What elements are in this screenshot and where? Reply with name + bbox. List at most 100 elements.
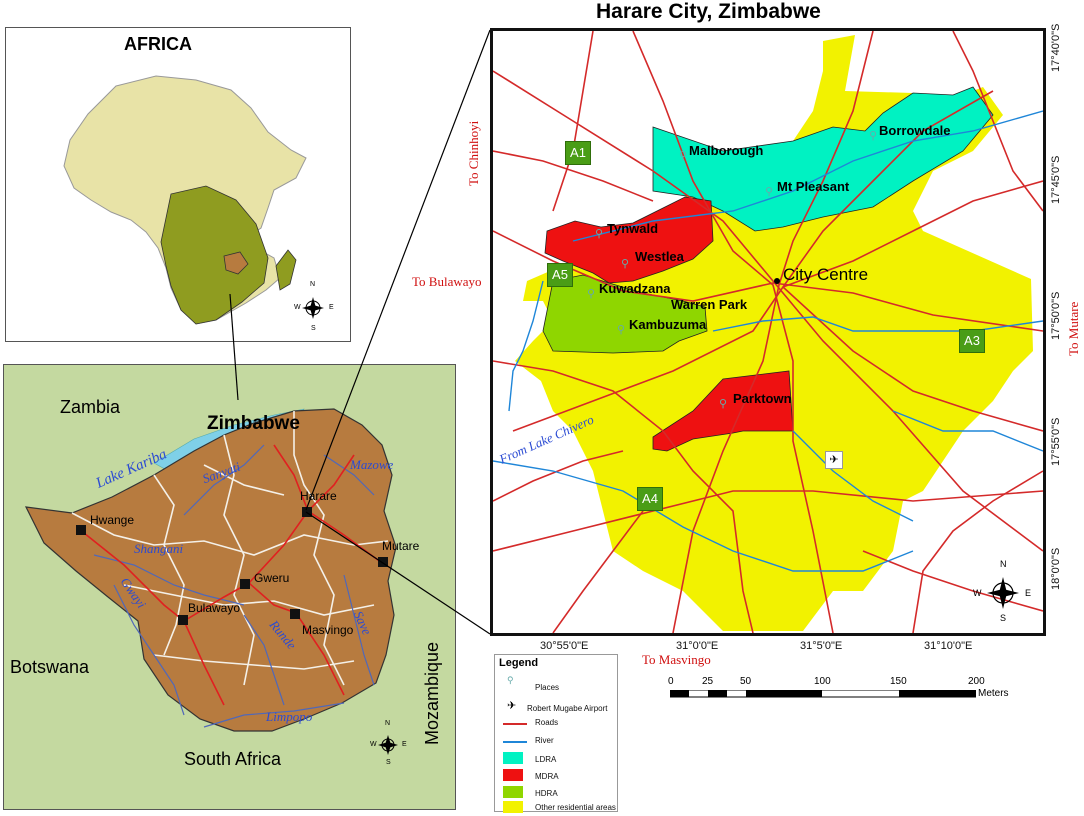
city-marker-icon [378, 557, 388, 567]
place-marker-icon: ⚲ [587, 288, 596, 300]
place-marker-icon: ⚲ [719, 398, 728, 410]
legend-hdra: HDRA [535, 789, 558, 798]
compass-w: W [973, 588, 982, 598]
city-centre-dot-icon [774, 278, 780, 284]
legend: Legend ⚲ Places ✈ Robert Mugabe Airport … [494, 654, 618, 813]
scale-tick: 25 [702, 676, 714, 687]
africa-outline [63, 75, 307, 325]
mdra-swatch [503, 769, 523, 781]
legend-river: River [535, 736, 554, 745]
place-marker-icon: ⚲ [621, 258, 630, 270]
scale-tick: 0 [668, 676, 674, 687]
place-marker-icon: ⚲ [595, 228, 604, 240]
place-mt-pleasant: Mt Pleasant [777, 179, 850, 194]
city-bulawayo: Bulawayo [188, 601, 241, 615]
country-south-africa: South Africa [184, 749, 282, 769]
place-marker-icon: ⚲ [617, 324, 626, 336]
lat-label: 17°55'0"S [1050, 417, 1062, 466]
river-mazowe: Mazowe [350, 457, 394, 472]
compass-rose-harare: N S W E [973, 559, 1033, 623]
ldra-swatch [503, 752, 523, 764]
scale-bar: 0 25 50 100 150 200 Meters [664, 676, 1009, 700]
legend-other: Other residential areas [535, 803, 616, 812]
city-gweru: Gweru [254, 571, 290, 585]
legend-airport: Robert Mugabe Airport [527, 704, 608, 713]
scale-tick: 100 [814, 676, 831, 687]
place-marker-icon: ⚲ [765, 186, 774, 198]
city-masvingo: Masvingo [302, 623, 354, 637]
lat-label: 17°40'0"S [1050, 23, 1062, 72]
legend-roads: Roads [535, 718, 559, 727]
direction-mutare: To Mutare [1066, 301, 1081, 356]
airplane-icon: ✈ [825, 451, 843, 469]
zimbabwe-shape [24, 408, 397, 732]
harare-title: Harare City, Zimbabwe [596, 0, 821, 23]
place-marker-icon: ⚲ [507, 675, 514, 685]
lat-label: 18°0'0"S [1050, 547, 1062, 590]
other-swatch [503, 801, 523, 813]
place-borrowdale: Borrowdale [879, 123, 951, 138]
compass-e: E [1025, 588, 1032, 598]
harare-map: Borrowdale Malborough Mt Pleasant Tynwal… [490, 28, 1046, 636]
river-shangani: Shangani [134, 541, 184, 556]
place-marker-icon: ⚲ [679, 150, 688, 162]
legend-title: Legend [499, 657, 539, 669]
compass-s: S [1000, 613, 1007, 623]
scale-tick: 50 [740, 676, 752, 687]
direction-chinhoyi: To Chinhoyi [466, 120, 481, 186]
place-tynwald: Tynwald [607, 221, 659, 236]
place-marker-icon: ⚲ [869, 130, 878, 142]
zone-a3: A3 [959, 329, 985, 353]
airplane-icon: ✈ [507, 700, 517, 712]
scale-unit: Meters [978, 688, 1009, 699]
zimbabwe-map: Zambia Zimbabwe Botswana South Africa Mo… [3, 364, 456, 810]
legend-mdra: MDRA [535, 772, 559, 781]
place-warren-park: Warren Park [671, 297, 748, 312]
compass-n: N [385, 720, 391, 727]
place-westlea: Westlea [635, 249, 684, 264]
country-botswana: Botswana [10, 657, 90, 677]
city-hwange: Hwange [90, 513, 135, 527]
zone-a5: A5 [547, 263, 573, 287]
place-parktown: Parktown [733, 391, 792, 406]
compass-n: N [1000, 559, 1007, 569]
africa-title: AFRICA [124, 34, 192, 54]
africa-inset: AFRICA N S W E [5, 27, 351, 342]
compass-rose-small: N S W E [288, 281, 338, 333]
lat-label: 17°45'0"S [1050, 155, 1062, 204]
compass-n: N [310, 281, 316, 288]
compass-s: S [311, 325, 316, 332]
scale-tick: 200 [968, 676, 985, 687]
place-malborough: Malborough [689, 143, 764, 158]
place-city-centre: City Centre [783, 265, 869, 284]
compass-w: W [370, 741, 377, 748]
direction-bulawayo: To Bulawayo [412, 274, 482, 289]
hdra-swatch [503, 786, 523, 798]
place-kuwadzana: Kuwadzana [599, 281, 671, 296]
compass-e: E [402, 741, 407, 748]
city-harare: Harare [300, 489, 337, 503]
city-mutare: Mutare [382, 539, 420, 553]
scale-tick: 150 [890, 676, 907, 687]
compass-rose-zim: N S W E [366, 720, 410, 767]
zone-a1: A1 [565, 141, 591, 165]
compass-e: E [329, 304, 334, 311]
river-limpopo: Limpopo [266, 709, 313, 724]
compass-w: W [294, 304, 301, 311]
place-kambuzuma: Kambuzuma [629, 317, 707, 332]
city-marker-icon [178, 615, 188, 625]
direction-masvingo: To Masvingo [642, 652, 711, 667]
legend-ldra: LDRA [535, 755, 557, 764]
lat-label: 17°50'0"S [1050, 291, 1062, 340]
legend-places: Places [535, 683, 560, 692]
city-marker-icon [76, 525, 86, 535]
city-marker-icon [240, 579, 250, 589]
zimbabwe-title: Zimbabwe [207, 413, 300, 434]
country-zambia: Zambia [60, 397, 121, 417]
lon-label: 31°5'0"E [800, 640, 843, 652]
zone-a4: A4 [637, 487, 663, 511]
lon-label: 31°10'0"E [924, 640, 973, 652]
harare-zones [493, 31, 1043, 633]
city-marker-icon [290, 609, 300, 619]
